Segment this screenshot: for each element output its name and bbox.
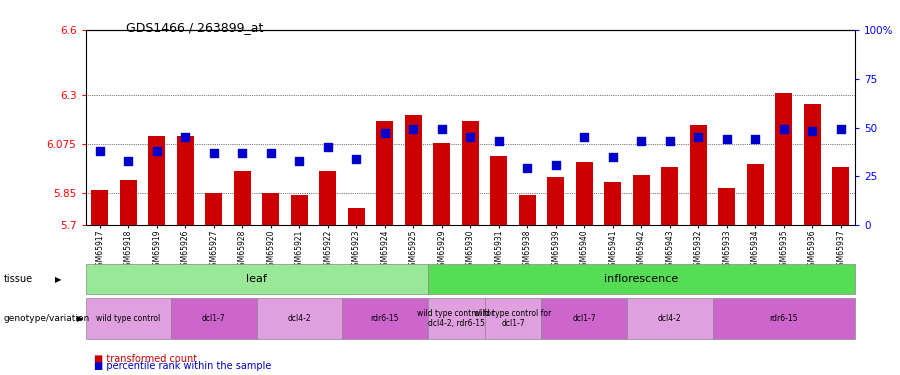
Text: wild type control for
dcl4-2, rdr6-15: wild type control for dcl4-2, rdr6-15 (418, 309, 495, 328)
Text: inflorescence: inflorescence (604, 274, 679, 284)
Point (520, 165, 535, 171)
Point (320, 144, 335, 150)
Text: tissue: tissue (4, 274, 32, 284)
Text: rdr6-15: rdr6-15 (371, 314, 399, 323)
Bar (262, 192, 279, 225)
Bar (433, 142, 450, 225)
Text: leaf: leaf (246, 274, 267, 284)
Text: GDS1466 / 263899_at: GDS1466 / 263899_at (126, 21, 264, 34)
Point (748, 136, 762, 142)
Text: dcl4-2: dcl4-2 (287, 314, 311, 323)
Bar (633, 175, 650, 225)
Text: rdr6-15: rdr6-15 (770, 314, 798, 323)
Point (491, 138, 506, 144)
Bar (291, 195, 308, 225)
Bar (804, 104, 821, 225)
Text: wild type control for
dcl1-7: wild type control for dcl1-7 (474, 309, 552, 328)
Text: dcl1-7: dcl1-7 (202, 314, 226, 323)
Text: dcl1-7: dcl1-7 (572, 314, 596, 323)
Point (406, 126, 420, 132)
Point (292, 158, 306, 164)
Bar (775, 93, 792, 225)
Point (662, 138, 677, 144)
Bar (662, 166, 679, 225)
Bar (604, 182, 621, 225)
Point (805, 128, 819, 134)
Point (833, 126, 848, 132)
Bar (120, 180, 137, 225)
Bar (205, 192, 222, 225)
Bar (148, 136, 166, 225)
Text: genotype/variation: genotype/variation (4, 314, 90, 323)
Point (549, 162, 563, 168)
Text: dcl4-2: dcl4-2 (658, 314, 681, 323)
Point (606, 154, 620, 160)
Bar (376, 121, 393, 225)
Point (235, 150, 249, 156)
Point (691, 134, 706, 140)
Point (463, 134, 477, 140)
Point (93, 148, 107, 154)
Point (206, 150, 221, 156)
Bar (518, 195, 536, 225)
Bar (234, 171, 251, 225)
Point (435, 126, 449, 132)
Point (264, 150, 278, 156)
Text: ■ transformed count: ■ transformed count (94, 354, 198, 364)
Bar (547, 177, 564, 225)
Bar (347, 208, 365, 225)
Point (720, 136, 734, 142)
Bar (576, 162, 593, 225)
Bar (832, 166, 850, 225)
Point (121, 158, 135, 164)
Bar (491, 156, 508, 225)
Bar (176, 136, 194, 225)
Point (777, 126, 791, 132)
Bar (91, 190, 108, 225)
Bar (718, 188, 735, 225)
Text: ■ percentile rank within the sample: ■ percentile rank within the sample (94, 362, 272, 371)
Point (149, 148, 164, 154)
Point (178, 134, 193, 140)
Point (577, 134, 591, 140)
Text: ▶: ▶ (77, 314, 84, 323)
Text: wild type control: wild type control (96, 314, 160, 323)
Text: ▶: ▶ (55, 275, 61, 284)
Bar (689, 125, 706, 225)
Bar (747, 164, 764, 225)
Bar (320, 171, 337, 225)
Point (349, 156, 364, 162)
Bar (405, 114, 422, 225)
Point (378, 130, 392, 136)
Bar (462, 121, 479, 225)
Point (634, 138, 648, 144)
